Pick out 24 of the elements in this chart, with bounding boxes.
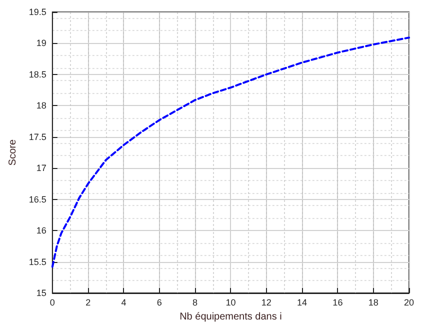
x-tick-label: 16 [332, 298, 343, 308]
x-tick-label: 2 [86, 298, 91, 308]
x-tick-label: 0 [50, 298, 55, 308]
y-tick-label: 17 [36, 163, 46, 174]
x-tick-label: 18 [368, 298, 378, 308]
line-series [51, 36, 410, 268]
y-tick-label: 18.5 [28, 69, 46, 80]
y-tick-label: 16.5 [28, 194, 46, 204]
y-tick-label: 19.5 [28, 7, 46, 17]
y-axis-title: Score [8, 139, 18, 166]
y-tick-label: 16 [36, 226, 46, 236]
x-tick-label: 12 [261, 298, 272, 308]
x-tick-label: 10 [226, 298, 236, 308]
y-tick-label: 18 [36, 100, 46, 111]
y-tick-label: 15 [36, 288, 46, 298]
x-tick-label: 4 [121, 298, 126, 308]
y-tick-label: 19 [36, 38, 46, 48]
x-tick-label: 6 [156, 298, 162, 308]
x-axis-title: Nb équipements dans i [180, 311, 282, 322]
x-tick-label: 20 [404, 298, 414, 308]
x-tick-label: 14 [297, 298, 308, 308]
y-tick-label: 17.5 [28, 132, 46, 142]
x-tick-label: 8 [192, 298, 198, 308]
y-tick-label: 15.5 [28, 256, 46, 267]
